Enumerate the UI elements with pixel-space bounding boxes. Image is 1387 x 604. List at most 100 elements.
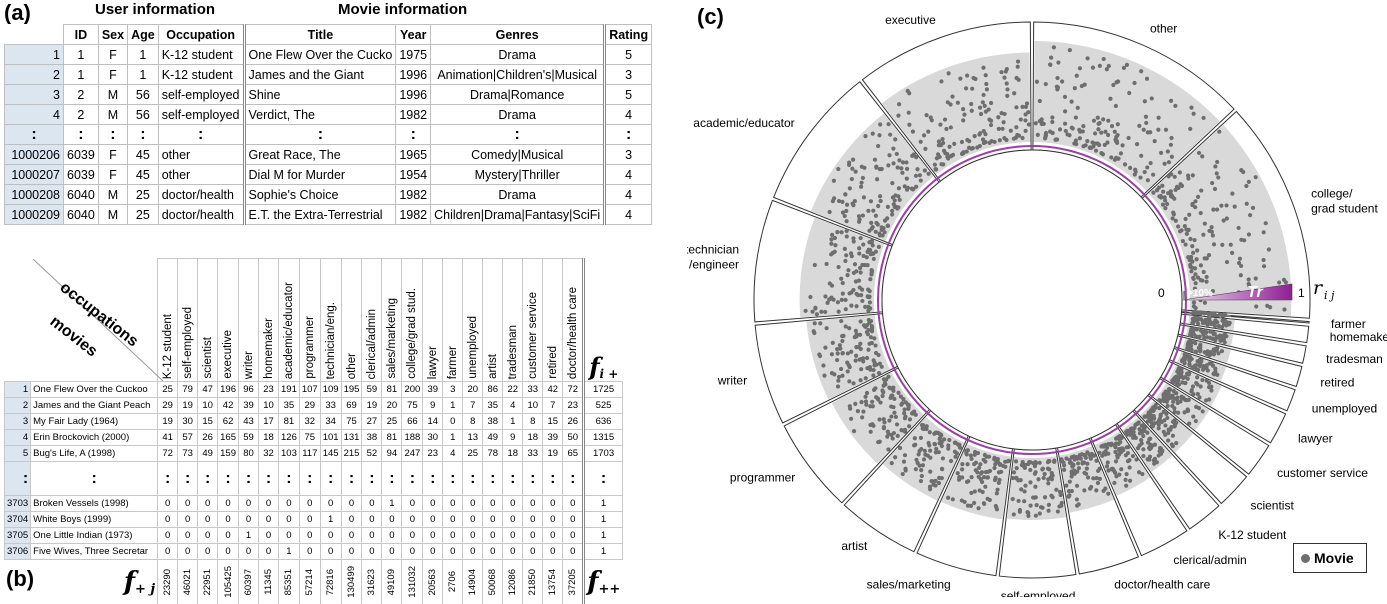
count-cell: 0 — [543, 496, 563, 512]
cell: Drama — [431, 105, 605, 125]
movie-dot — [1171, 396, 1175, 400]
cell: other — [158, 145, 244, 165]
movie-dot — [1196, 276, 1200, 280]
movie-dot — [1038, 99, 1042, 103]
movie-dot — [1006, 459, 1010, 463]
movie-title: Five Wives, Three Secretar — [31, 544, 158, 560]
movie-dot — [886, 375, 890, 379]
movie-dot — [1143, 414, 1147, 418]
movie-dot — [1170, 442, 1174, 446]
count-cell: 39 — [543, 430, 563, 446]
movie-dot — [819, 310, 823, 314]
movie-dot — [944, 127, 948, 131]
count-cell: 0 — [259, 496, 279, 512]
ellipsis-cell: : — [443, 462, 463, 496]
col-sum: 85351 — [279, 560, 300, 604]
movie-dot — [982, 93, 986, 97]
occupation-col-header: sales/marketing — [382, 259, 402, 382]
movie-dot — [939, 162, 943, 166]
movie-dot — [1146, 440, 1150, 444]
movie-dot — [1016, 59, 1020, 63]
movie-dot — [1225, 260, 1229, 264]
movie-dot — [832, 179, 836, 183]
movie-dot — [877, 133, 881, 137]
col-header: Title — [244, 25, 396, 45]
count-cell: 13 — [463, 430, 483, 446]
movie-dot — [1161, 203, 1165, 207]
sector-label: sales/marketing — [867, 578, 951, 592]
count-cell: 17 — [259, 414, 279, 430]
count-cell: 126 — [279, 430, 300, 446]
movie-dot — [1207, 385, 1211, 389]
movie-dot — [870, 341, 874, 345]
movie-dot — [1147, 411, 1151, 415]
movie-dot — [1202, 311, 1206, 315]
col-sum: 49109 — [382, 560, 402, 604]
cell: 3 — [605, 145, 652, 165]
movie-dot — [1204, 330, 1208, 334]
movie-dot — [1217, 324, 1221, 328]
movie-dot — [1075, 74, 1079, 78]
movie-dot — [1245, 202, 1249, 206]
movie-dot — [1191, 310, 1195, 314]
count-cell: 1 — [443, 398, 463, 414]
movie-dot — [1210, 181, 1214, 185]
movie-dot — [922, 457, 926, 461]
movie-dot — [963, 500, 967, 504]
movie-dot — [1096, 141, 1100, 145]
movie-dot — [987, 118, 991, 122]
movie-dot — [812, 329, 816, 333]
movie-dot — [1145, 165, 1149, 169]
movie-dot — [878, 400, 882, 404]
cell: Children|Drama|Fantasy|SciFi — [431, 205, 605, 225]
movie-dot — [886, 122, 890, 126]
col-sum: 21850 — [523, 560, 543, 604]
count-cell: 33 — [523, 446, 543, 462]
movie-dot — [1198, 311, 1202, 315]
movie-dot — [1205, 256, 1209, 260]
col-sum: 20563 — [423, 560, 443, 604]
movie-dot — [869, 221, 873, 225]
movie-dot — [840, 230, 844, 234]
scale-r: r — [1313, 277, 1324, 299]
movie-dot — [1124, 484, 1128, 488]
occupation-col-header: programmer — [299, 259, 320, 382]
col-sum: 11345 — [259, 560, 279, 604]
movie-dot — [1072, 455, 1076, 459]
movie-dot — [1147, 415, 1151, 419]
movie-dot — [1089, 485, 1093, 489]
movie-dot — [1023, 118, 1027, 122]
movie-dot — [1020, 105, 1024, 109]
movie-dot — [1163, 198, 1167, 202]
movie-dot — [849, 290, 853, 294]
movie-dot — [1043, 472, 1047, 476]
movie-dot — [1168, 388, 1172, 392]
movie-dot — [1162, 399, 1166, 403]
movie-dot — [1208, 351, 1212, 355]
movie-dot — [864, 376, 868, 380]
movie-dot — [907, 123, 911, 127]
movie-dot — [1124, 472, 1128, 476]
count-cell: 0 — [463, 528, 483, 544]
cell: doctor/health — [158, 185, 244, 205]
cell: 6040 — [64, 185, 99, 205]
movie-dot — [1236, 226, 1240, 230]
movie-dot — [1113, 450, 1117, 454]
movie-dot — [1075, 497, 1079, 501]
movie-dot — [1136, 421, 1140, 425]
movie-dot — [901, 472, 905, 476]
movie-dot — [997, 127, 1001, 131]
movie-dot — [1239, 264, 1243, 268]
movie-dot — [875, 177, 879, 181]
row-sum: 1315 — [584, 430, 622, 446]
movie-dot — [872, 257, 876, 261]
col-header: Rating — [605, 25, 652, 45]
movie-dot — [847, 379, 851, 383]
movie-dot — [1114, 441, 1118, 445]
count-cell: 0 — [463, 512, 483, 528]
